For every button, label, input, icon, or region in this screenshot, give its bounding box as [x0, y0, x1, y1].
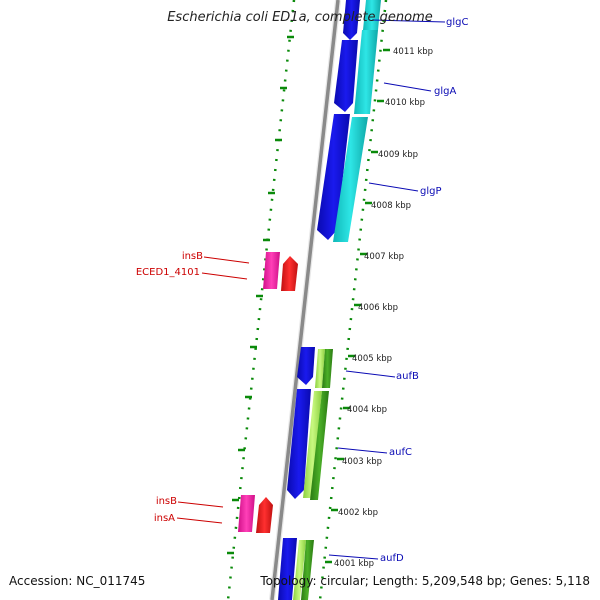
gene-label-aufB[interactable]: aufB: [396, 371, 419, 382]
gene-insB-1: [263, 252, 280, 289]
gene-glgC: [343, 0, 360, 40]
gene-aufB-lime: [315, 349, 325, 388]
gene-aufD: [278, 538, 297, 600]
scale-label: 4009 kbp: [378, 150, 418, 160]
genome-summary-text: Topology: circular; Length: 5,209,548 bp…: [260, 574, 590, 588]
scale-label: 4008 kbp: [371, 201, 411, 211]
scale-label: 4005 kbp: [352, 354, 392, 364]
gene-aufC-lime: [303, 391, 322, 498]
scale-label: 4002 kbp: [338, 508, 378, 518]
gene-insA: [256, 497, 273, 533]
gene-label-ECED1_4101[interactable]: ECED1_4101: [136, 267, 200, 278]
gene-label-insB[interactable]: insB: [156, 496, 177, 507]
gene-aufD-green: [301, 540, 314, 600]
genome-backbone-core: [270, 0, 340, 600]
tick-ring-left: [226, 0, 296, 600]
right-major-ticks: [325, 48, 390, 564]
gene-aufD-lime: [293, 540, 306, 600]
scale-label: 4011 kbp: [393, 47, 433, 57]
scale-label: 4010 kbp: [385, 98, 425, 108]
gene-labels: glgC glgA glgP aufB aufC aufD insB ECED1…: [136, 17, 469, 564]
label-connectors-red: [176, 256, 250, 524]
gene-aufC-green: [310, 391, 329, 500]
gene-label-insB[interactable]: insB: [182, 251, 203, 262]
accession-text: Accession: NC_011745: [9, 574, 146, 588]
label-connectors-blue: [328, 19, 446, 560]
gene-label-glgA[interactable]: glgA: [434, 86, 456, 97]
gene-glgP: [317, 114, 350, 240]
scale-labels: 4011 kbp 4010 kbp 4009 kbp 4008 kbp 4007…: [334, 47, 433, 569]
gene-label-glgP[interactable]: glgP: [420, 186, 442, 197]
scale-label: 4007 kbp: [364, 252, 404, 262]
gene-aufB: [297, 347, 315, 385]
scale-label: 4001 kbp: [334, 559, 374, 569]
gene-glgP-rna: [333, 117, 368, 242]
gene-glgA: [334, 40, 358, 112]
gene-label-aufD[interactable]: aufD: [380, 553, 404, 564]
scale-label: 4004 kbp: [347, 405, 387, 415]
scale-label: 4003 kbp: [342, 457, 382, 467]
gene-aufC: [287, 389, 311, 499]
gene-ECED1_4101: [281, 256, 298, 291]
gene-label-insA[interactable]: insA: [154, 513, 175, 524]
gene-aufB-green: [322, 349, 333, 388]
left-major-ticks: [227, 35, 294, 555]
gene-insB-2: [238, 495, 255, 532]
scale-label: 4006 kbp: [358, 303, 398, 313]
tick-ring-right: [318, 0, 388, 600]
gene-glgA-rna: [354, 30, 378, 114]
gene-glgC-rna: [363, 0, 381, 30]
map-title: Escherichia coli ED1a, complete genome: [167, 10, 433, 25]
gene-label-aufC[interactable]: aufC: [389, 447, 412, 458]
gene-label-glgC[interactable]: glgC: [446, 17, 468, 28]
